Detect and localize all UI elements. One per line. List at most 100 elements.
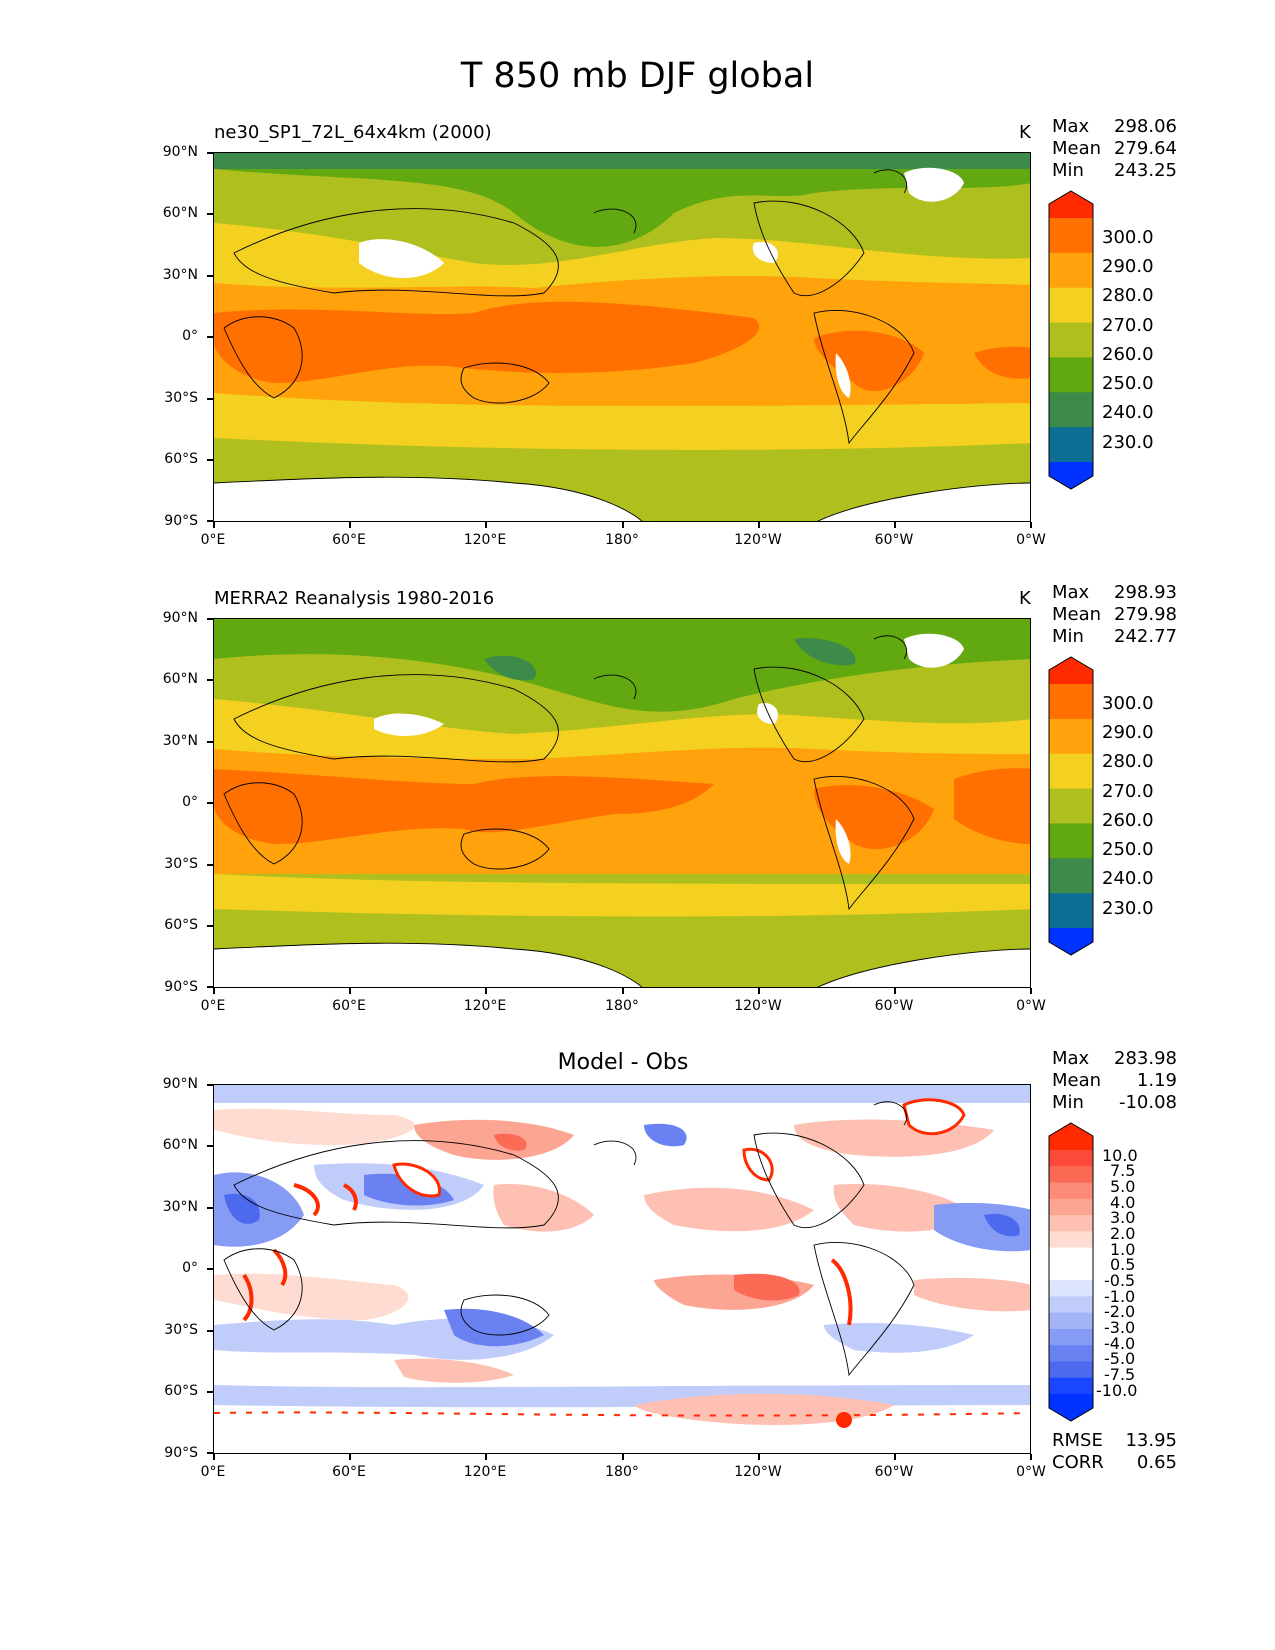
colorbar-segment — [1049, 718, 1093, 755]
colorbar-segment — [1049, 357, 1093, 393]
colorbar-segment — [1049, 252, 1093, 289]
lon-tick-label: 60°W — [874, 1464, 914, 1480]
lon-tick-label: 180° — [605, 998, 639, 1014]
lon-tick-label: 60°W — [874, 998, 914, 1014]
panel-3-title: Model - Obs — [557, 1050, 689, 1075]
temperature-map-obs — [214, 619, 1030, 987]
stat-max-value: 298.06 — [1114, 116, 1177, 137]
colorbar-label: -5.0 — [1104, 1349, 1136, 1368]
tick-mark — [485, 988, 487, 994]
colorbar-bottom-extend — [1049, 928, 1093, 955]
stat-mean-label: Mean — [1052, 1070, 1102, 1091]
colorbar-label: -2.0 — [1104, 1302, 1136, 1321]
lat-tick-label: 60°N — [162, 1137, 198, 1153]
colorbar-segment — [1049, 1166, 1093, 1184]
stat-min-label: Min — [1052, 160, 1084, 181]
tick-mark — [207, 741, 213, 743]
tick-mark — [207, 1330, 213, 1332]
colorbar-segment — [1049, 684, 1093, 720]
tick-mark — [207, 1391, 213, 1393]
lon-tick-label: 60°E — [332, 1464, 366, 1480]
tick-mark — [207, 275, 213, 277]
colorbar-label: 0.5 — [1110, 1255, 1136, 1274]
lat-tick-label: 30°S — [164, 390, 198, 406]
lat-tick-label: 0° — [182, 328, 198, 344]
panel-2-title: MERRA2 Reanalysis 1980-2016 — [214, 588, 495, 609]
colorbar-label: 240.0 — [1102, 402, 1154, 423]
colorbar-top-extend — [1049, 1123, 1093, 1150]
tick-mark — [894, 988, 896, 994]
colorbar-label: -0.5 — [1104, 1271, 1136, 1290]
colorbar-label: -10.0 — [1096, 1381, 1138, 1400]
stat-max-label: Max — [1052, 1048, 1090, 1069]
tick-mark — [485, 1454, 487, 1460]
colorbar-top-extend — [1049, 191, 1093, 218]
tick-mark — [758, 1454, 760, 1460]
stat-min-label: Min — [1052, 1092, 1084, 1113]
colorbar-segment — [1049, 1280, 1093, 1297]
lat-tick-label: 30°N — [162, 267, 198, 283]
lon-tick-label: 120°W — [734, 532, 782, 548]
lat-tick-label: 90°S — [164, 979, 198, 995]
colorbar-outline — [1048, 1122, 1094, 1422]
colorbar-segment — [1049, 392, 1093, 428]
panel-3-map — [213, 1084, 1031, 1454]
tick-mark — [1030, 988, 1032, 994]
tick-mark — [207, 986, 213, 988]
stat-min-value: 243.25 — [1114, 160, 1177, 181]
colorbar-label: 2.0 — [1110, 1224, 1136, 1243]
tick-mark — [894, 522, 896, 528]
colorbar-label: 5.0 — [1110, 1177, 1136, 1196]
stat-max-value: 283.98 — [1114, 1048, 1177, 1069]
colorbar-segment — [1049, 1361, 1093, 1379]
colorbar-top-extend — [1049, 657, 1093, 684]
tick-mark — [622, 1454, 624, 1460]
colorbar-segment — [1049, 1328, 1093, 1346]
tick-mark — [207, 213, 213, 215]
lat-tick-label: 60°S — [164, 1383, 198, 1399]
colorbar-label: 260.0 — [1102, 810, 1154, 831]
colorbar-segment — [1049, 322, 1093, 358]
panel-1-colorbar — [1048, 190, 1094, 490]
tick-mark — [622, 988, 624, 994]
panel-3-metrics: RMSE 13.95 CORR 0.65 — [1052, 1430, 1177, 1474]
tick-mark — [213, 522, 215, 528]
corr-value: 0.65 — [1136, 1452, 1177, 1473]
tick-mark — [213, 1454, 215, 1460]
panel-2-units: K — [1019, 588, 1031, 609]
tick-mark — [349, 988, 351, 994]
colorbar-label: 280.0 — [1102, 285, 1154, 306]
panel-1-title: ne30_SP1_72L_64x4km (2000) — [214, 122, 492, 143]
difference-map — [214, 1085, 1030, 1453]
lon-tick-label: 120°E — [463, 532, 507, 548]
tick-mark — [213, 988, 215, 994]
stat-min-value: -10.08 — [1118, 1092, 1177, 1113]
lon-tick-label: 0°E — [200, 998, 226, 1014]
lon-tick-label: 120°E — [463, 1464, 507, 1480]
lat-tick-label: 30°S — [164, 1322, 198, 1338]
colorbar-label: 230.0 — [1102, 898, 1154, 919]
tick-mark — [894, 1454, 896, 1460]
colorbar-segment — [1049, 823, 1093, 859]
stat-max-value: 298.93 — [1114, 582, 1177, 603]
tick-mark — [207, 1145, 213, 1147]
colorbar-segment — [1049, 1198, 1093, 1216]
lat-tick-label: 30°N — [162, 1199, 198, 1215]
panel-1-units: K — [1019, 122, 1031, 143]
colorbar-segment — [1049, 858, 1093, 894]
stat-max-label: Max — [1052, 582, 1090, 603]
lat-tick-label: 30°N — [162, 733, 198, 749]
tick-mark — [207, 864, 213, 866]
tick-mark — [207, 398, 213, 400]
lon-tick-label: 60°E — [332, 998, 366, 1014]
colorbar-label: 300.0 — [1102, 227, 1154, 248]
tick-mark — [207, 1207, 213, 1209]
colorbar-label: 290.0 — [1102, 256, 1154, 277]
tick-mark — [758, 988, 760, 994]
colorbar-segment — [1049, 1312, 1093, 1330]
colorbar-label: 300.0 — [1102, 693, 1154, 714]
lat-tick-label: 90°S — [164, 513, 198, 529]
panel-2-colorbar — [1048, 656, 1094, 956]
colorbar-label: 270.0 — [1102, 315, 1154, 336]
colorbar-label: 280.0 — [1102, 751, 1154, 772]
